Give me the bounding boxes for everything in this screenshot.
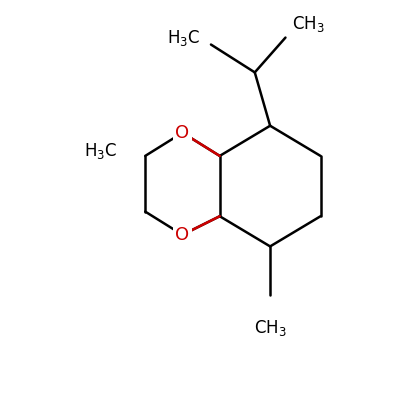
Text: O: O: [176, 226, 190, 244]
Text: CH$_3$: CH$_3$: [292, 14, 325, 34]
Text: H$_3$C: H$_3$C: [84, 141, 117, 161]
Text: O: O: [176, 124, 190, 142]
Text: CH$_3$: CH$_3$: [254, 318, 286, 338]
Text: H$_3$C: H$_3$C: [167, 28, 200, 48]
